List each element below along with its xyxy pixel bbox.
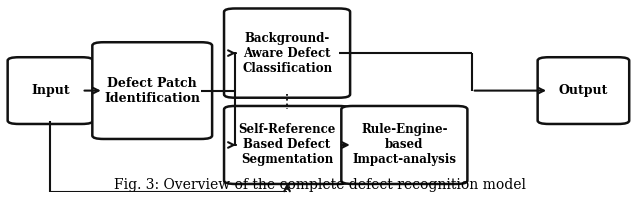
Text: Input: Input	[31, 84, 70, 97]
FancyBboxPatch shape	[224, 106, 350, 184]
Text: Fig. 3: Overview of the complete defect recognition model: Fig. 3: Overview of the complete defect …	[114, 178, 526, 192]
FancyBboxPatch shape	[8, 57, 93, 124]
FancyBboxPatch shape	[92, 42, 212, 139]
FancyBboxPatch shape	[538, 57, 629, 124]
Text: Self-Reference
Based Defect
Segmentation: Self-Reference Based Defect Segmentation	[238, 123, 336, 167]
Text: Rule-Engine-
based
Impact-analysis: Rule-Engine- based Impact-analysis	[353, 123, 456, 167]
FancyBboxPatch shape	[341, 106, 467, 184]
Text: Output: Output	[559, 84, 608, 97]
FancyBboxPatch shape	[224, 9, 350, 98]
Text: Defect Patch
Identification: Defect Patch Identification	[104, 77, 200, 105]
Text: Background-
Aware Defect
Classification: Background- Aware Defect Classification	[242, 32, 332, 75]
